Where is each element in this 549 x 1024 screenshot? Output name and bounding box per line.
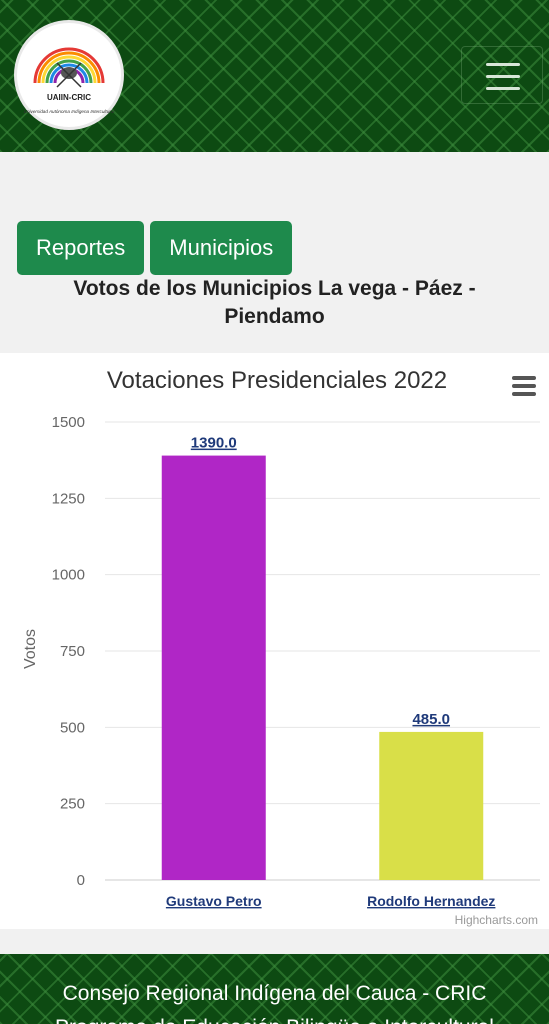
- nav-menu-button[interactable]: [461, 46, 543, 104]
- logo-emblem-icon: UAIIN-CRIC Universidad Autónoma Indígena…: [24, 47, 116, 114]
- x-tick-label[interactable]: Gustavo Petro: [166, 893, 262, 909]
- site-footer: Consejo Regional Indígena del Cauca - CR…: [0, 954, 549, 1024]
- report-tabs: Reportes Municipios: [17, 221, 293, 275]
- chart-container: Votaciones Presidenciales 2022 0 250 500 75…: [0, 353, 549, 929]
- municipios-button[interactable]: Municipios: [150, 221, 293, 275]
- page-title: Votos de los Municipios La vega - Páez -…: [73, 277, 476, 328]
- chart-credits[interactable]: Highcharts.com: [455, 913, 538, 927]
- site-header: UAIIN-CRIC Universidad Autónoma Indígena…: [0, 0, 549, 152]
- y-tick-label: 1250: [52, 490, 85, 507]
- y-tick-label: 250: [60, 796, 85, 813]
- y-tick-label: 1500: [52, 414, 85, 431]
- reportes-button[interactable]: Reportes: [17, 221, 145, 275]
- footer-program: Programa de Educación Bilingüe e Intercu…: [0, 1016, 549, 1024]
- y-axis-label: Votos: [22, 629, 39, 669]
- logo-subtitle: Universidad Autónoma Indígena Intercultu…: [24, 109, 116, 114]
- y-tick-label: 750: [60, 643, 85, 660]
- footer-organization: Consejo Regional Indígena del Cauca - CR…: [62, 982, 487, 1005]
- y-tick-label: 500: [60, 719, 85, 736]
- bar[interactable]: [379, 731, 484, 880]
- hamburger-icon: [512, 376, 536, 380]
- bar-chart: Votaciones Presidenciales 2022 0 250 500 75…: [22, 367, 540, 927]
- chart-title: Votaciones Presidenciales 2022: [107, 367, 447, 394]
- uaiin-logo[interactable]: UAIIN-CRIC Universidad Autónoma Indígena…: [14, 20, 124, 130]
- data-label: 485.0: [412, 711, 450, 728]
- data-label: 1390.0: [191, 435, 237, 452]
- logo-name: UAIIN-CRIC: [47, 93, 91, 102]
- bar[interactable]: [161, 455, 266, 880]
- y-tick-label: 0: [77, 872, 85, 889]
- hamburger-icon-bar: [512, 392, 536, 396]
- chart-menu-button[interactable]: [508, 373, 540, 399]
- y-tick-label: 1000: [52, 567, 85, 584]
- hamburger-icon-bar: [486, 75, 520, 78]
- hamburger-icon: [486, 63, 520, 66]
- hamburger-icon-bar: [512, 384, 536, 388]
- hamburger-icon-bar: [486, 87, 520, 90]
- x-tick-label[interactable]: Rodolfo Hernandez: [367, 893, 495, 909]
